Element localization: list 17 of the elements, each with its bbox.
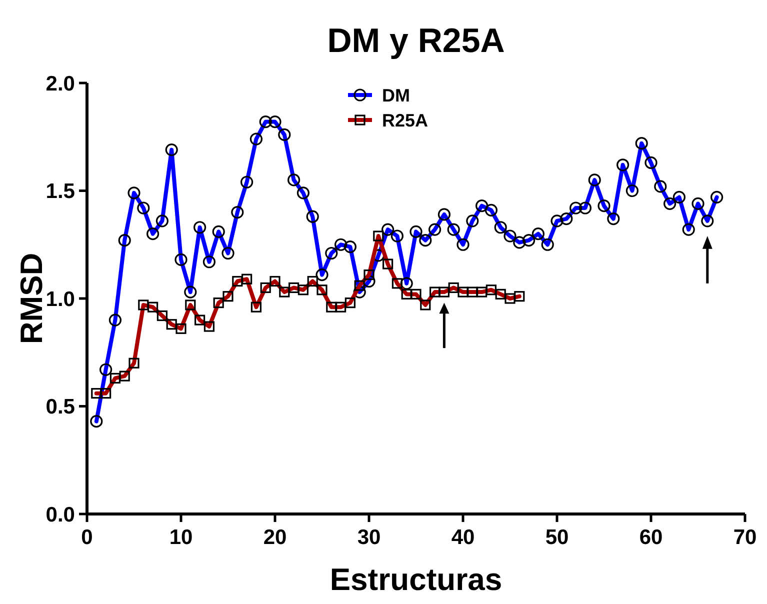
x-axis-title: Estructuras [330, 562, 502, 597]
legend-label: R25A [382, 110, 428, 130]
y-tick-label: 0.5 [46, 396, 76, 419]
x-tick-label: 0 [81, 526, 93, 549]
x-tick-label: 40 [451, 526, 475, 549]
x-tick-label: 10 [169, 526, 193, 549]
y-tick-label: 0.0 [46, 503, 75, 526]
x-tick-label: 20 [263, 526, 287, 549]
y-tick-label: 1.5 [46, 180, 76, 204]
x-tick-label: 60 [639, 526, 663, 549]
chart-title: DM y R25A [327, 22, 505, 60]
x-tick-label: 50 [545, 526, 569, 549]
x-tick-label: 70 [733, 526, 757, 549]
legend-label: DM [382, 85, 410, 106]
x-tick-label: 30 [357, 526, 381, 549]
y-tick-label: 1.0 [46, 288, 75, 311]
y-tick-label: 2.0 [46, 72, 75, 96]
